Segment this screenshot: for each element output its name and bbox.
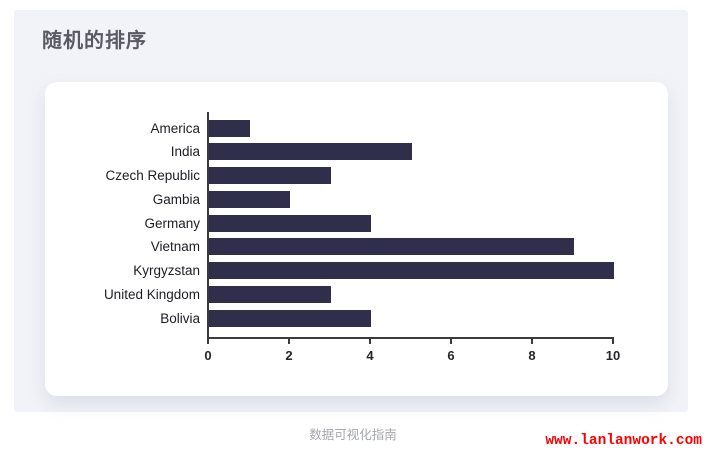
- category-label: Bolivia: [160, 310, 200, 326]
- chart-card: America India Czech Republic Gambia Germany V…: [45, 82, 668, 396]
- watermark-url: www.lanlanwork.com: [545, 433, 702, 449]
- bar: [209, 238, 574, 256]
- bar: [209, 167, 331, 184]
- category-label: Vietnam: [150, 239, 200, 255]
- tick-mark: [612, 339, 614, 344]
- tick-label: 6: [447, 348, 455, 363]
- bar: [209, 309, 371, 327]
- y-axis-labels: America India Czech Republic Gambia Germany V…: [45, 112, 200, 337]
- tick-mark: [450, 339, 452, 344]
- tick-label: 8: [528, 348, 536, 363]
- bar: [209, 214, 371, 232]
- category-label: United Kingdom: [103, 286, 200, 302]
- bar: [209, 262, 614, 279]
- bar: [209, 143, 412, 161]
- category-label: America: [150, 120, 200, 136]
- page-title: 随机的排序: [42, 30, 147, 52]
- tick-mark: [531, 339, 533, 344]
- bar: [209, 190, 290, 208]
- category-label: Kyrgyzstan: [133, 263, 200, 278]
- tick-label: 10: [605, 348, 621, 363]
- category-label: Gambia: [152, 191, 200, 207]
- content-panel: 随机的排序 America India Czech Republic Gambia Ge…: [14, 10, 688, 412]
- tick-label: 2: [285, 348, 293, 363]
- category-label: Germany: [144, 215, 200, 231]
- tick-mark: [369, 339, 371, 344]
- x-axis-ticks: 0 2 4 6 8 10: [204, 339, 620, 369]
- category-label: Czech Republic: [105, 168, 200, 183]
- tick-mark: [288, 339, 290, 344]
- bar-chart: [207, 112, 614, 339]
- tick-label: 4: [366, 348, 374, 363]
- tick-mark: [207, 339, 209, 344]
- bar: [209, 285, 331, 303]
- footer-caption: 数据可视化指南: [309, 428, 397, 442]
- tick-label: 0: [204, 348, 212, 363]
- category-label: India: [170, 144, 200, 160]
- bar: [209, 119, 250, 137]
